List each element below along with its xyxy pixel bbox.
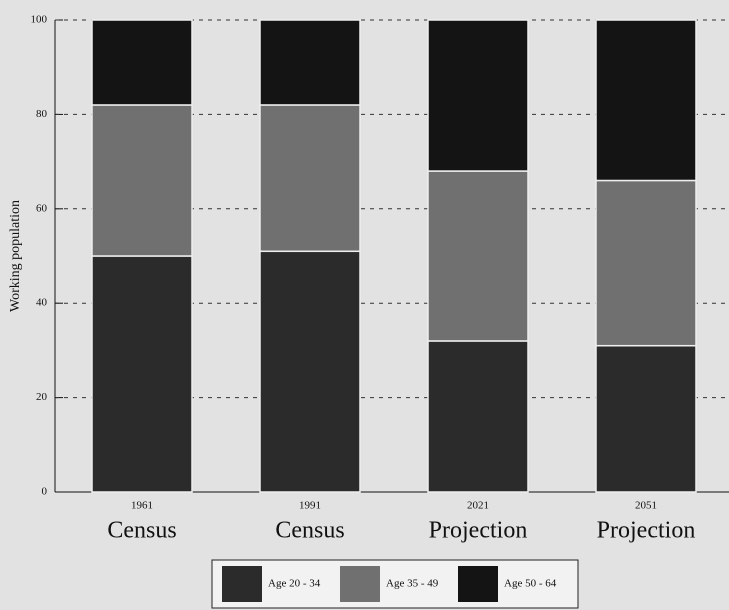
y-tick-label: 60 — [36, 202, 48, 214]
bar-segment — [595, 179, 697, 347]
legend-swatch — [458, 566, 498, 602]
legend-label: Age 20 - 34 — [268, 578, 321, 590]
y-axis-label: Working population — [8, 200, 23, 312]
legend-label: Age 35 - 49 — [386, 578, 439, 590]
bar-segment — [259, 250, 361, 493]
bar-segment — [595, 344, 697, 493]
legend-label: Age 50 - 64 — [504, 578, 557, 590]
bar-segment — [259, 19, 361, 106]
legend-swatch — [222, 566, 262, 602]
x-tick-label: 2051 — [635, 500, 657, 512]
bar-segment — [91, 19, 193, 106]
bar-segment — [91, 255, 193, 493]
x-tick-label: 1961 — [131, 500, 153, 512]
bar-segment — [91, 104, 193, 257]
bar-segment — [427, 340, 529, 493]
bar-segment — [259, 104, 361, 253]
y-tick-label: 0 — [42, 486, 48, 498]
category-group-label: Census — [107, 518, 176, 544]
y-tick-label: 80 — [36, 108, 48, 120]
bar-segment — [427, 170, 529, 342]
bar-segment — [427, 19, 529, 172]
legend-box — [211, 559, 579, 609]
category-group-label: Projection — [429, 518, 528, 544]
legend-swatch — [340, 566, 380, 602]
x-tick-label: 2021 — [467, 500, 489, 512]
y-tick-label: 20 — [36, 391, 48, 403]
category-group-label: Projection — [597, 518, 696, 544]
bar-segment — [595, 19, 697, 182]
x-tick-label: 1991 — [299, 500, 321, 512]
y-tick-label: 40 — [36, 297, 48, 309]
y-tick-label: 100 — [31, 14, 48, 26]
category-group-label: Census — [275, 518, 344, 544]
